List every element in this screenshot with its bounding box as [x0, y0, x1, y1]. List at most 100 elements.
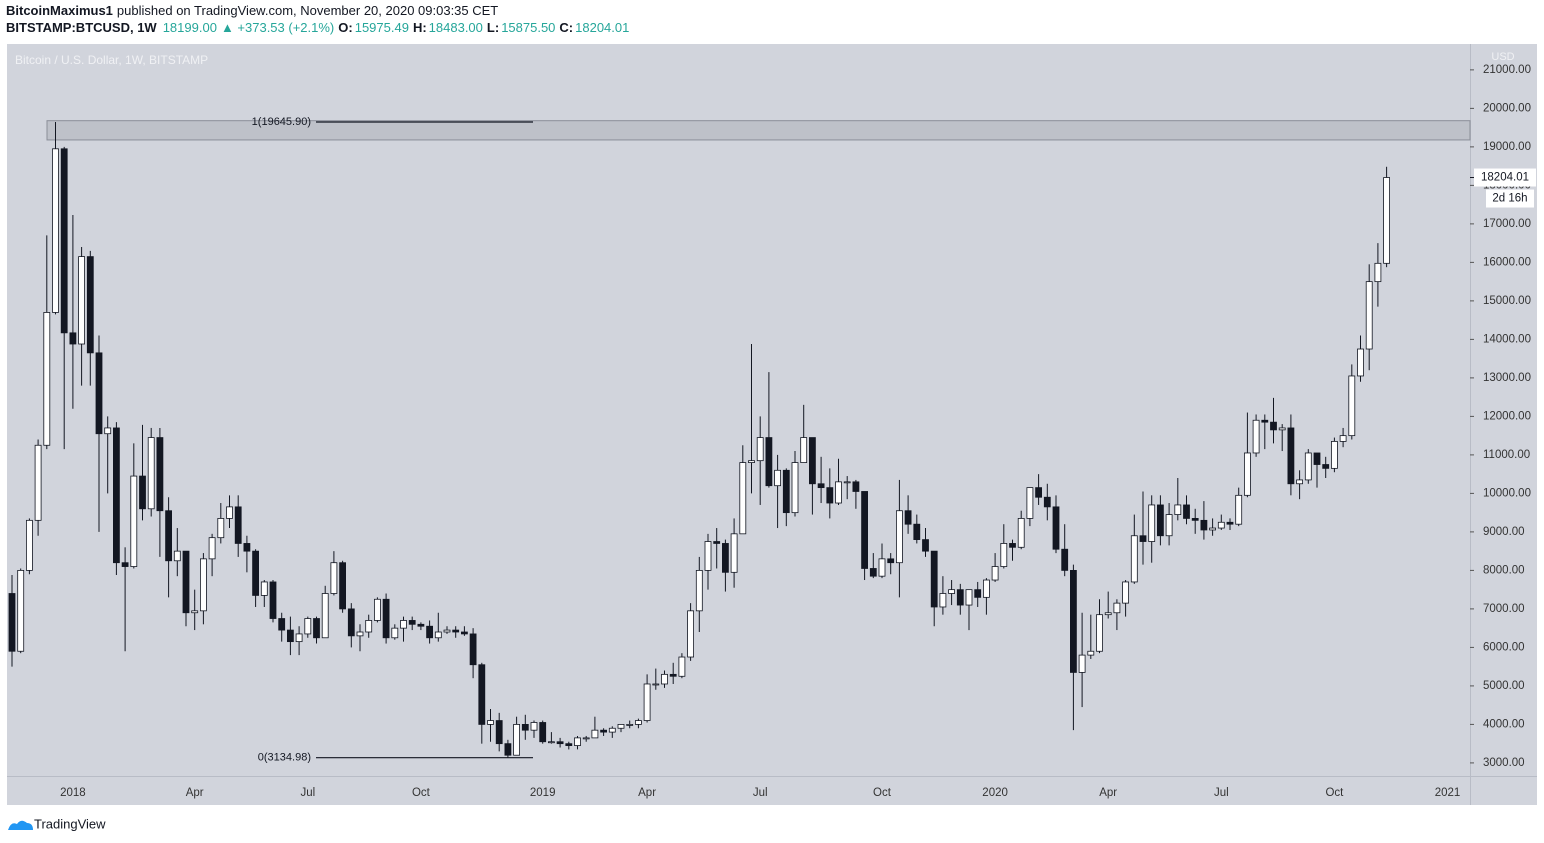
- candle-body: [1035, 487, 1042, 498]
- candle-body: [817, 483, 825, 489]
- logo-icon: [8, 820, 33, 830]
- candle-body: [1365, 281, 1373, 350]
- fib-label: 0(3134.98): [258, 752, 311, 764]
- candle-body: [69, 332, 77, 345]
- candle-body: [539, 722, 547, 743]
- candle-body: [356, 631, 364, 637]
- high-value: 18483.00: [429, 20, 483, 35]
- candle-body: [43, 312, 51, 446]
- candle-body: [1270, 421, 1277, 431]
- candle-body: [313, 618, 320, 639]
- candle-body: [809, 437, 816, 485]
- candle-body: [756, 437, 764, 462]
- candle-body: [800, 437, 808, 463]
- candle-body: [826, 487, 834, 504]
- candle-body: [469, 633, 477, 666]
- candle-body: [1374, 262, 1382, 283]
- candle-body: [1383, 177, 1390, 264]
- candle-body: [130, 475, 138, 567]
- candle-body: [1252, 419, 1260, 454]
- candle-body: [1157, 504, 1164, 537]
- candle-body: [1139, 535, 1147, 542]
- candle-body: [1017, 518, 1025, 548]
- candle-body: [1148, 504, 1156, 542]
- candle-body: [948, 589, 955, 594]
- x-tick-label: 2018: [60, 787, 86, 799]
- candle-body: [286, 629, 294, 643]
- x-tick-label: Oct: [412, 787, 431, 799]
- y-tick-label: 12000.00: [1483, 410, 1531, 422]
- candle-body: [974, 589, 982, 598]
- candle-body: [478, 664, 486, 725]
- candle-body: [887, 558, 895, 564]
- y-axis-label: USD: [1491, 51, 1514, 63]
- published: published on TradingView.com, November 2…: [117, 3, 498, 18]
- candle-body: [1061, 548, 1069, 571]
- candle-body: [722, 543, 729, 573]
- header-line: BitcoinMaximus1 published on TradingView.…: [6, 3, 498, 18]
- chart-title: Bitcoin / U.S. Dollar, 1W, BITSTAMP: [15, 53, 208, 67]
- candle-body: [226, 506, 233, 519]
- candle-body: [991, 566, 999, 581]
- candle-body: [269, 581, 277, 619]
- candle-body: [1278, 427, 1286, 431]
- candle-body: [617, 724, 625, 729]
- candle-body: [400, 620, 407, 629]
- y-tick-label: 5000.00: [1483, 680, 1525, 692]
- candle-body: [173, 550, 181, 562]
- last-price-label: 18204.01: [1481, 172, 1529, 184]
- candle-body: [582, 737, 590, 740]
- candle-body: [1043, 496, 1051, 508]
- candle-body: [835, 481, 842, 504]
- candle-body: [1191, 518, 1199, 521]
- change: ▲ +373.53 (+2.1%): [221, 20, 334, 35]
- candle-body: [408, 620, 416, 625]
- y-tick-label: 9000.00: [1483, 526, 1525, 538]
- candle-body: [904, 510, 912, 525]
- close-value: 18204.01: [575, 20, 629, 35]
- candle-body: [365, 620, 373, 633]
- candle-body: [321, 593, 329, 639]
- candle-body: [608, 727, 616, 733]
- y-tick-label: 19000.00: [1483, 141, 1531, 153]
- candle-body: [1313, 452, 1321, 465]
- x-tick-label: Apr: [638, 787, 656, 799]
- candle-body: [1104, 612, 1112, 616]
- y-tick-label: 17000.00: [1483, 218, 1531, 230]
- candle-body: [896, 510, 903, 564]
- candle-body: [60, 148, 68, 334]
- candle-body: [252, 550, 260, 596]
- x-tick-label: Oct: [1325, 787, 1344, 799]
- candle-body: [304, 618, 312, 635]
- candle-body: [643, 683, 651, 721]
- candle-body: [17, 569, 25, 652]
- candles: [8, 122, 1390, 758]
- candle-body: [626, 724, 634, 726]
- candle-body: [199, 558, 207, 612]
- candle-body: [695, 569, 703, 612]
- candle-body: [234, 506, 242, 544]
- candle-body: [1322, 464, 1330, 469]
- y-tick-label: 11000.00: [1483, 449, 1530, 461]
- candle-body: [661, 673, 668, 685]
- candle-body: [373, 598, 381, 621]
- candle-body: [495, 720, 503, 745]
- last-price-box: [1474, 168, 1536, 187]
- low-value: 15875.50: [501, 20, 555, 35]
- y-tick-label: 20000.00: [1483, 102, 1531, 114]
- candle-body: [339, 562, 347, 610]
- candle-body: [730, 533, 738, 573]
- chart-panel: [7, 44, 1537, 805]
- x-tick-label: 2020: [982, 787, 1008, 799]
- candle-body: [852, 481, 860, 492]
- candle-body: [52, 148, 59, 313]
- low-label: L:: [487, 20, 499, 35]
- x-tick-label: Jul: [753, 787, 768, 799]
- resistance-zone: [46, 120, 1471, 141]
- candle-body: [95, 352, 103, 435]
- open-label: O:: [338, 20, 352, 35]
- close-label: C:: [559, 20, 573, 35]
- candle-body: [956, 589, 964, 606]
- candle-body: [930, 550, 938, 608]
